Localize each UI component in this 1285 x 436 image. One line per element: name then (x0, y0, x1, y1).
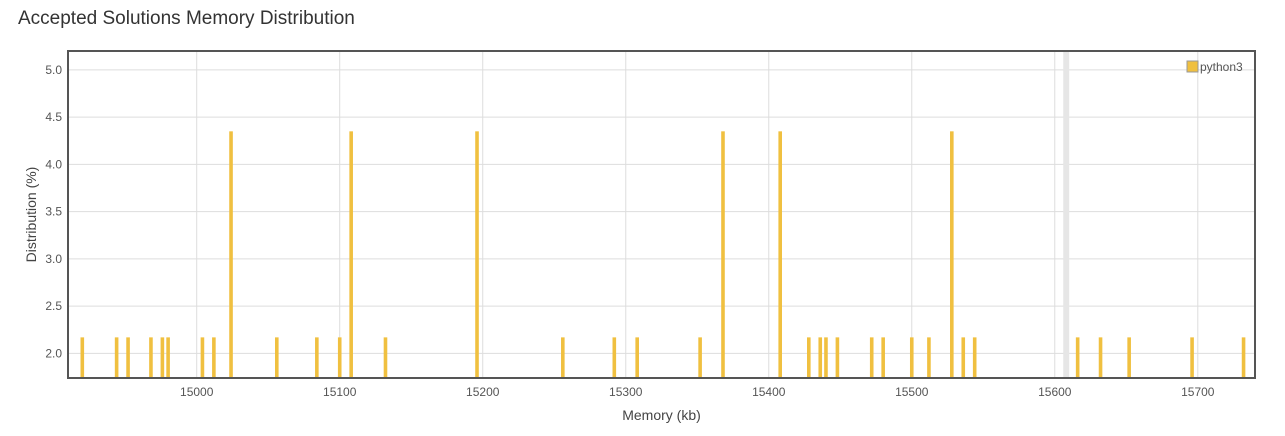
bar (909, 337, 914, 378)
plot-frame (67, 50, 1256, 379)
bar (383, 337, 388, 378)
bar (698, 337, 702, 378)
bar (315, 337, 319, 378)
bar (1075, 337, 1080, 378)
bar (212, 337, 216, 378)
y-tick-label: 5.0 (45, 63, 62, 77)
x-tick-label: 15600 (1038, 385, 1072, 399)
bar (1241, 337, 1246, 378)
highlight-band-rect (1063, 51, 1070, 378)
bar (835, 337, 840, 378)
x-tick-label: 15300 (609, 385, 643, 399)
bar (1098, 337, 1103, 378)
bar (1190, 337, 1194, 378)
bar (274, 337, 279, 378)
bar (166, 337, 170, 378)
y-axis-ticks: 2.0 2.5 3.0 3.5 4.0 4.5 5.0 (45, 63, 62, 361)
legend-swatch-python3 (1186, 60, 1199, 73)
x-axis-label: Memory (kb) (622, 407, 701, 423)
bar (1127, 337, 1131, 378)
bar (200, 337, 205, 378)
x-tick-label: 15700 (1181, 385, 1215, 399)
legend-label-python3: python3 (1200, 60, 1243, 74)
x-tick-label: 15200 (466, 385, 500, 399)
bar (349, 131, 353, 378)
bar (721, 131, 725, 378)
x-tick-label: 15500 (895, 385, 929, 399)
legend[interactable]: python3 (1186, 60, 1243, 74)
y-tick-label: 2.5 (45, 299, 62, 313)
grid-lines (68, 51, 1255, 378)
y-tick-label: 4.0 (45, 157, 62, 171)
x-tick-label: 15100 (323, 385, 357, 399)
bar (80, 337, 85, 378)
bar (337, 337, 342, 378)
bar (869, 337, 874, 378)
bar (126, 337, 130, 378)
bar (927, 337, 931, 378)
bar (229, 131, 233, 378)
bar (881, 337, 885, 378)
bar (950, 131, 954, 378)
bar (824, 337, 828, 378)
y-axis-label: Distribution (%) (23, 167, 39, 263)
bar (818, 337, 823, 378)
bar (778, 131, 782, 378)
bar (561, 337, 565, 378)
y-tick-label: 3.5 (45, 205, 62, 219)
bar (807, 337, 811, 378)
y-tick-label: 3.0 (45, 252, 62, 266)
y-tick-label: 4.5 (45, 110, 62, 124)
x-tick-label: 15400 (752, 385, 786, 399)
bar (160, 337, 165, 378)
y-tick-label: 2.0 (45, 346, 62, 360)
bars-group (80, 131, 1246, 378)
bar (961, 337, 966, 378)
highlight-band (1063, 51, 1070, 378)
bar (114, 337, 119, 378)
bar (972, 337, 977, 378)
bar (475, 131, 479, 378)
x-tick-label: 15000 (180, 385, 214, 399)
bar (612, 337, 617, 378)
chart-title: Accepted Solutions Memory Distribution (18, 8, 355, 29)
bar (635, 337, 639, 378)
bar (149, 337, 153, 378)
x-axis-ticks: 15000 15100 15200 15300 15400 15500 15600 15700 (180, 385, 1215, 399)
